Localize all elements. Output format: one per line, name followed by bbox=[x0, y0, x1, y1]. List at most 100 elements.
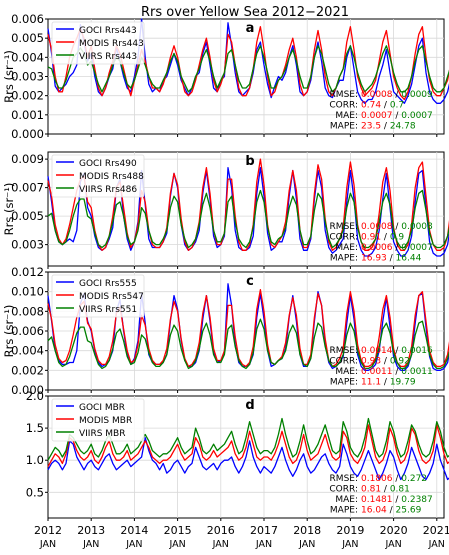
stat-label: RMSE: bbox=[330, 222, 358, 232]
x-tick-label-month: JAN bbox=[255, 539, 272, 550]
legend-box bbox=[51, 398, 145, 442]
y-tick-label: 0.006 bbox=[11, 324, 44, 338]
stat-viirs-value: 0.2387 bbox=[401, 495, 433, 505]
stat-label: MAE: bbox=[335, 367, 358, 377]
stat-separator: / bbox=[381, 485, 390, 495]
stat-values: 0.0008 / 0.0008 bbox=[361, 222, 433, 232]
legend-entry: MODIS Rrs488 bbox=[79, 172, 144, 182]
stat-separator: / bbox=[393, 243, 402, 253]
stat-label: RMSE: bbox=[330, 346, 358, 356]
stat-viirs-value: 19.79 bbox=[390, 378, 416, 388]
legend-box bbox=[51, 21, 145, 65]
x-tick-label-year: 2012 bbox=[34, 524, 62, 537]
stat-viirs-value: 0.0008 bbox=[401, 222, 433, 232]
stat-separator: / bbox=[381, 357, 390, 367]
y-axis-label: Rrs (sr⁻¹) bbox=[2, 183, 16, 236]
stat-separator: / bbox=[387, 506, 396, 516]
stat-label: CORR: bbox=[329, 101, 358, 111]
x-tick-label-year: 2013 bbox=[77, 524, 105, 537]
stat-separator: / bbox=[393, 346, 402, 356]
stat-label: CORR: bbox=[329, 233, 358, 243]
stat-values: 16.93 / 16.44 bbox=[361, 254, 422, 264]
stat-label: RMSE: bbox=[330, 474, 358, 484]
stat-label: MAPE: bbox=[330, 506, 358, 516]
legend: GOCI Rrs490 MODIS Rrs488 VIIRS Rrs486 bbox=[51, 154, 145, 198]
x-tick-label-year: 2016 bbox=[207, 524, 235, 537]
stat-viirs-value: 0.0011 bbox=[401, 367, 433, 377]
stat-separator: / bbox=[381, 122, 390, 132]
stat-values: 0.93 / 0.92 bbox=[361, 357, 410, 367]
legend-entry: MODIS Rrs443 bbox=[79, 39, 144, 49]
stat-label: MAE: bbox=[335, 111, 358, 121]
x-tick-label-month: JAN bbox=[125, 539, 142, 550]
y-tick-label: 0.005 bbox=[11, 209, 44, 223]
stat-label: MAE: bbox=[335, 495, 358, 505]
stat-separator: / bbox=[381, 378, 390, 388]
legend-entry: VIIRS Rrs486 bbox=[79, 185, 137, 195]
y-axis-label: Rrs (sr⁻¹) bbox=[2, 305, 16, 358]
y-tick-label: 0.006 bbox=[11, 12, 44, 26]
legend-entry: GOCI Rrs490 bbox=[79, 159, 137, 169]
stat-modis-value: 16.04 bbox=[361, 506, 387, 516]
y-tick-label: 0.002 bbox=[11, 363, 44, 377]
stat-values: 0.1806 / 0.272 bbox=[361, 474, 427, 484]
stat-modis-value: 0.0011 bbox=[361, 367, 393, 377]
x-tick-label-month: JAN bbox=[298, 539, 315, 550]
series-line-viirs-rrs486 bbox=[47, 189, 449, 249]
stat-label: MAE: bbox=[335, 243, 358, 253]
stat-modis-value: 0.1481 bbox=[361, 495, 393, 505]
y-tick-label: 0.003 bbox=[11, 238, 44, 252]
legend-entry: MODIS Rrs547 bbox=[79, 292, 144, 302]
stat-values: 0.0007 / 0.0007 bbox=[361, 111, 433, 121]
stat-modis-value: 23.5 bbox=[361, 122, 381, 132]
series-line-viirs-rrs443 bbox=[47, 45, 449, 93]
legend: GOCI Rrs555 MODIS Rrs547 VIIRS Rrs551 bbox=[51, 274, 145, 318]
panel-c: 0.000 0.002 0.004 0.006 0.008 0.010 0.012 Rrs (… bbox=[2, 265, 449, 397]
y-tick-label: 0.004 bbox=[11, 50, 44, 64]
figure-title: Rrs over Yellow Sea 2012−2021 bbox=[141, 5, 349, 20]
x-tick-label-year: 2017 bbox=[250, 524, 278, 537]
stat-label: MAPE: bbox=[330, 122, 358, 132]
y-tick-label: 0.005 bbox=[11, 31, 44, 45]
stat-modis-value: 0.91 bbox=[361, 233, 381, 243]
stat-separator: / bbox=[393, 222, 402, 232]
series-line-viirs-rrs551 bbox=[47, 318, 449, 370]
stat-modis-value: 0.0008 bbox=[361, 222, 393, 232]
stat-modis-value: 0.1806 bbox=[361, 474, 393, 484]
stat-values: 23.5 / 24.78 bbox=[361, 122, 416, 132]
y-tick-label: 0.004 bbox=[11, 344, 44, 358]
legend-entry: VIIRS MBR bbox=[79, 429, 126, 439]
x-tick-label-month: JAN bbox=[82, 539, 99, 550]
stat-viirs-value: 24.78 bbox=[390, 122, 416, 132]
stat-viirs-value: 0.0009 bbox=[401, 90, 433, 100]
stat-separator: / bbox=[393, 495, 402, 505]
panel-letter: d bbox=[245, 398, 254, 413]
stat-label: MAPE: bbox=[330, 378, 358, 388]
stat-values: 0.74 / 0.7 bbox=[361, 101, 404, 111]
panel-letter: c bbox=[246, 274, 254, 289]
stat-values: 0.91 / 0.9 bbox=[361, 233, 404, 243]
panel-letter: b bbox=[245, 154, 254, 169]
stat-modis-value: 0.74 bbox=[361, 101, 381, 111]
y-tick-label: 1.5 bbox=[26, 421, 44, 435]
y-tick-label: 0.002 bbox=[11, 89, 44, 103]
stat-values: 16.04 / 25.69 bbox=[361, 506, 422, 516]
x-tick-label-year: 2019 bbox=[336, 524, 364, 537]
stat-values: 0.0011 / 0.0011 bbox=[361, 367, 433, 377]
stat-modis-value: 11.1 bbox=[361, 378, 381, 388]
y-tick-label: 1.0 bbox=[26, 453, 44, 467]
series-line-modis-rrs547 bbox=[47, 289, 449, 368]
series-line-goci-rrs490 bbox=[47, 167, 449, 257]
stat-modis-value: 0.0006 bbox=[361, 243, 393, 253]
legend: GOCI MBR MODIS MBR VIIRS MBR bbox=[51, 398, 145, 442]
series-line-goci-mbr bbox=[47, 437, 449, 481]
y-axis-label: Rrs (sr⁻¹) bbox=[2, 50, 16, 103]
panel-a: 0.000 0.001 0.002 0.003 0.004 0.005 0.006 Rrs (… bbox=[2, 12, 449, 141]
x-tick-label-month: JAN bbox=[39, 539, 56, 550]
stat-values: 11.1 / 19.79 bbox=[361, 378, 416, 388]
legend-entry: MODIS MBR bbox=[79, 416, 132, 426]
stat-viirs-value: 0.0007 bbox=[401, 111, 433, 121]
stat-viirs-value: 0.272 bbox=[401, 474, 427, 484]
